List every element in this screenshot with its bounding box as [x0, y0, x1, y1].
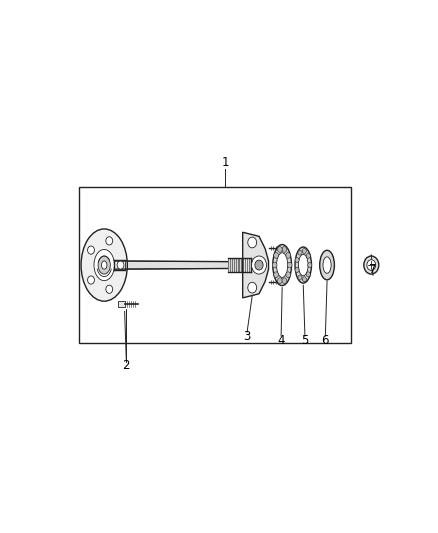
Text: 3: 3: [243, 330, 250, 343]
Text: 4: 4: [277, 335, 284, 348]
Ellipse shape: [272, 245, 291, 286]
Bar: [117, 301, 124, 308]
Ellipse shape: [106, 285, 113, 293]
Text: 5: 5: [300, 335, 308, 348]
Ellipse shape: [117, 261, 124, 269]
Circle shape: [297, 250, 301, 255]
Ellipse shape: [106, 237, 113, 245]
Circle shape: [282, 247, 286, 252]
Circle shape: [272, 262, 276, 268]
Text: 7: 7: [368, 263, 376, 276]
Circle shape: [306, 253, 310, 259]
Ellipse shape: [319, 251, 334, 280]
Ellipse shape: [322, 257, 330, 273]
Ellipse shape: [276, 253, 287, 277]
Text: 1: 1: [221, 156, 228, 169]
Bar: [78, 187, 350, 343]
Circle shape: [277, 247, 282, 252]
Circle shape: [307, 263, 311, 268]
Ellipse shape: [251, 256, 266, 274]
Circle shape: [302, 248, 306, 253]
Circle shape: [285, 272, 290, 278]
Circle shape: [273, 253, 278, 259]
Polygon shape: [114, 261, 250, 269]
Circle shape: [285, 253, 290, 259]
Circle shape: [297, 275, 301, 280]
Ellipse shape: [98, 256, 110, 274]
Polygon shape: [242, 232, 268, 298]
Text: 6: 6: [321, 335, 328, 348]
Ellipse shape: [81, 229, 127, 301]
Circle shape: [294, 268, 298, 272]
Ellipse shape: [298, 254, 307, 276]
Ellipse shape: [88, 276, 94, 284]
Circle shape: [282, 278, 286, 284]
Ellipse shape: [254, 260, 262, 270]
Circle shape: [247, 237, 256, 248]
Ellipse shape: [101, 261, 107, 269]
Circle shape: [294, 257, 298, 263]
Circle shape: [306, 272, 310, 277]
Circle shape: [302, 277, 306, 281]
Polygon shape: [228, 257, 250, 272]
Circle shape: [247, 282, 256, 293]
Circle shape: [273, 272, 278, 278]
Circle shape: [286, 262, 291, 268]
Ellipse shape: [88, 246, 94, 254]
Circle shape: [363, 256, 378, 274]
Circle shape: [256, 260, 265, 270]
Circle shape: [277, 278, 282, 284]
Text: 2: 2: [122, 359, 130, 372]
Ellipse shape: [294, 247, 311, 283]
Circle shape: [366, 260, 375, 270]
Ellipse shape: [94, 249, 114, 281]
